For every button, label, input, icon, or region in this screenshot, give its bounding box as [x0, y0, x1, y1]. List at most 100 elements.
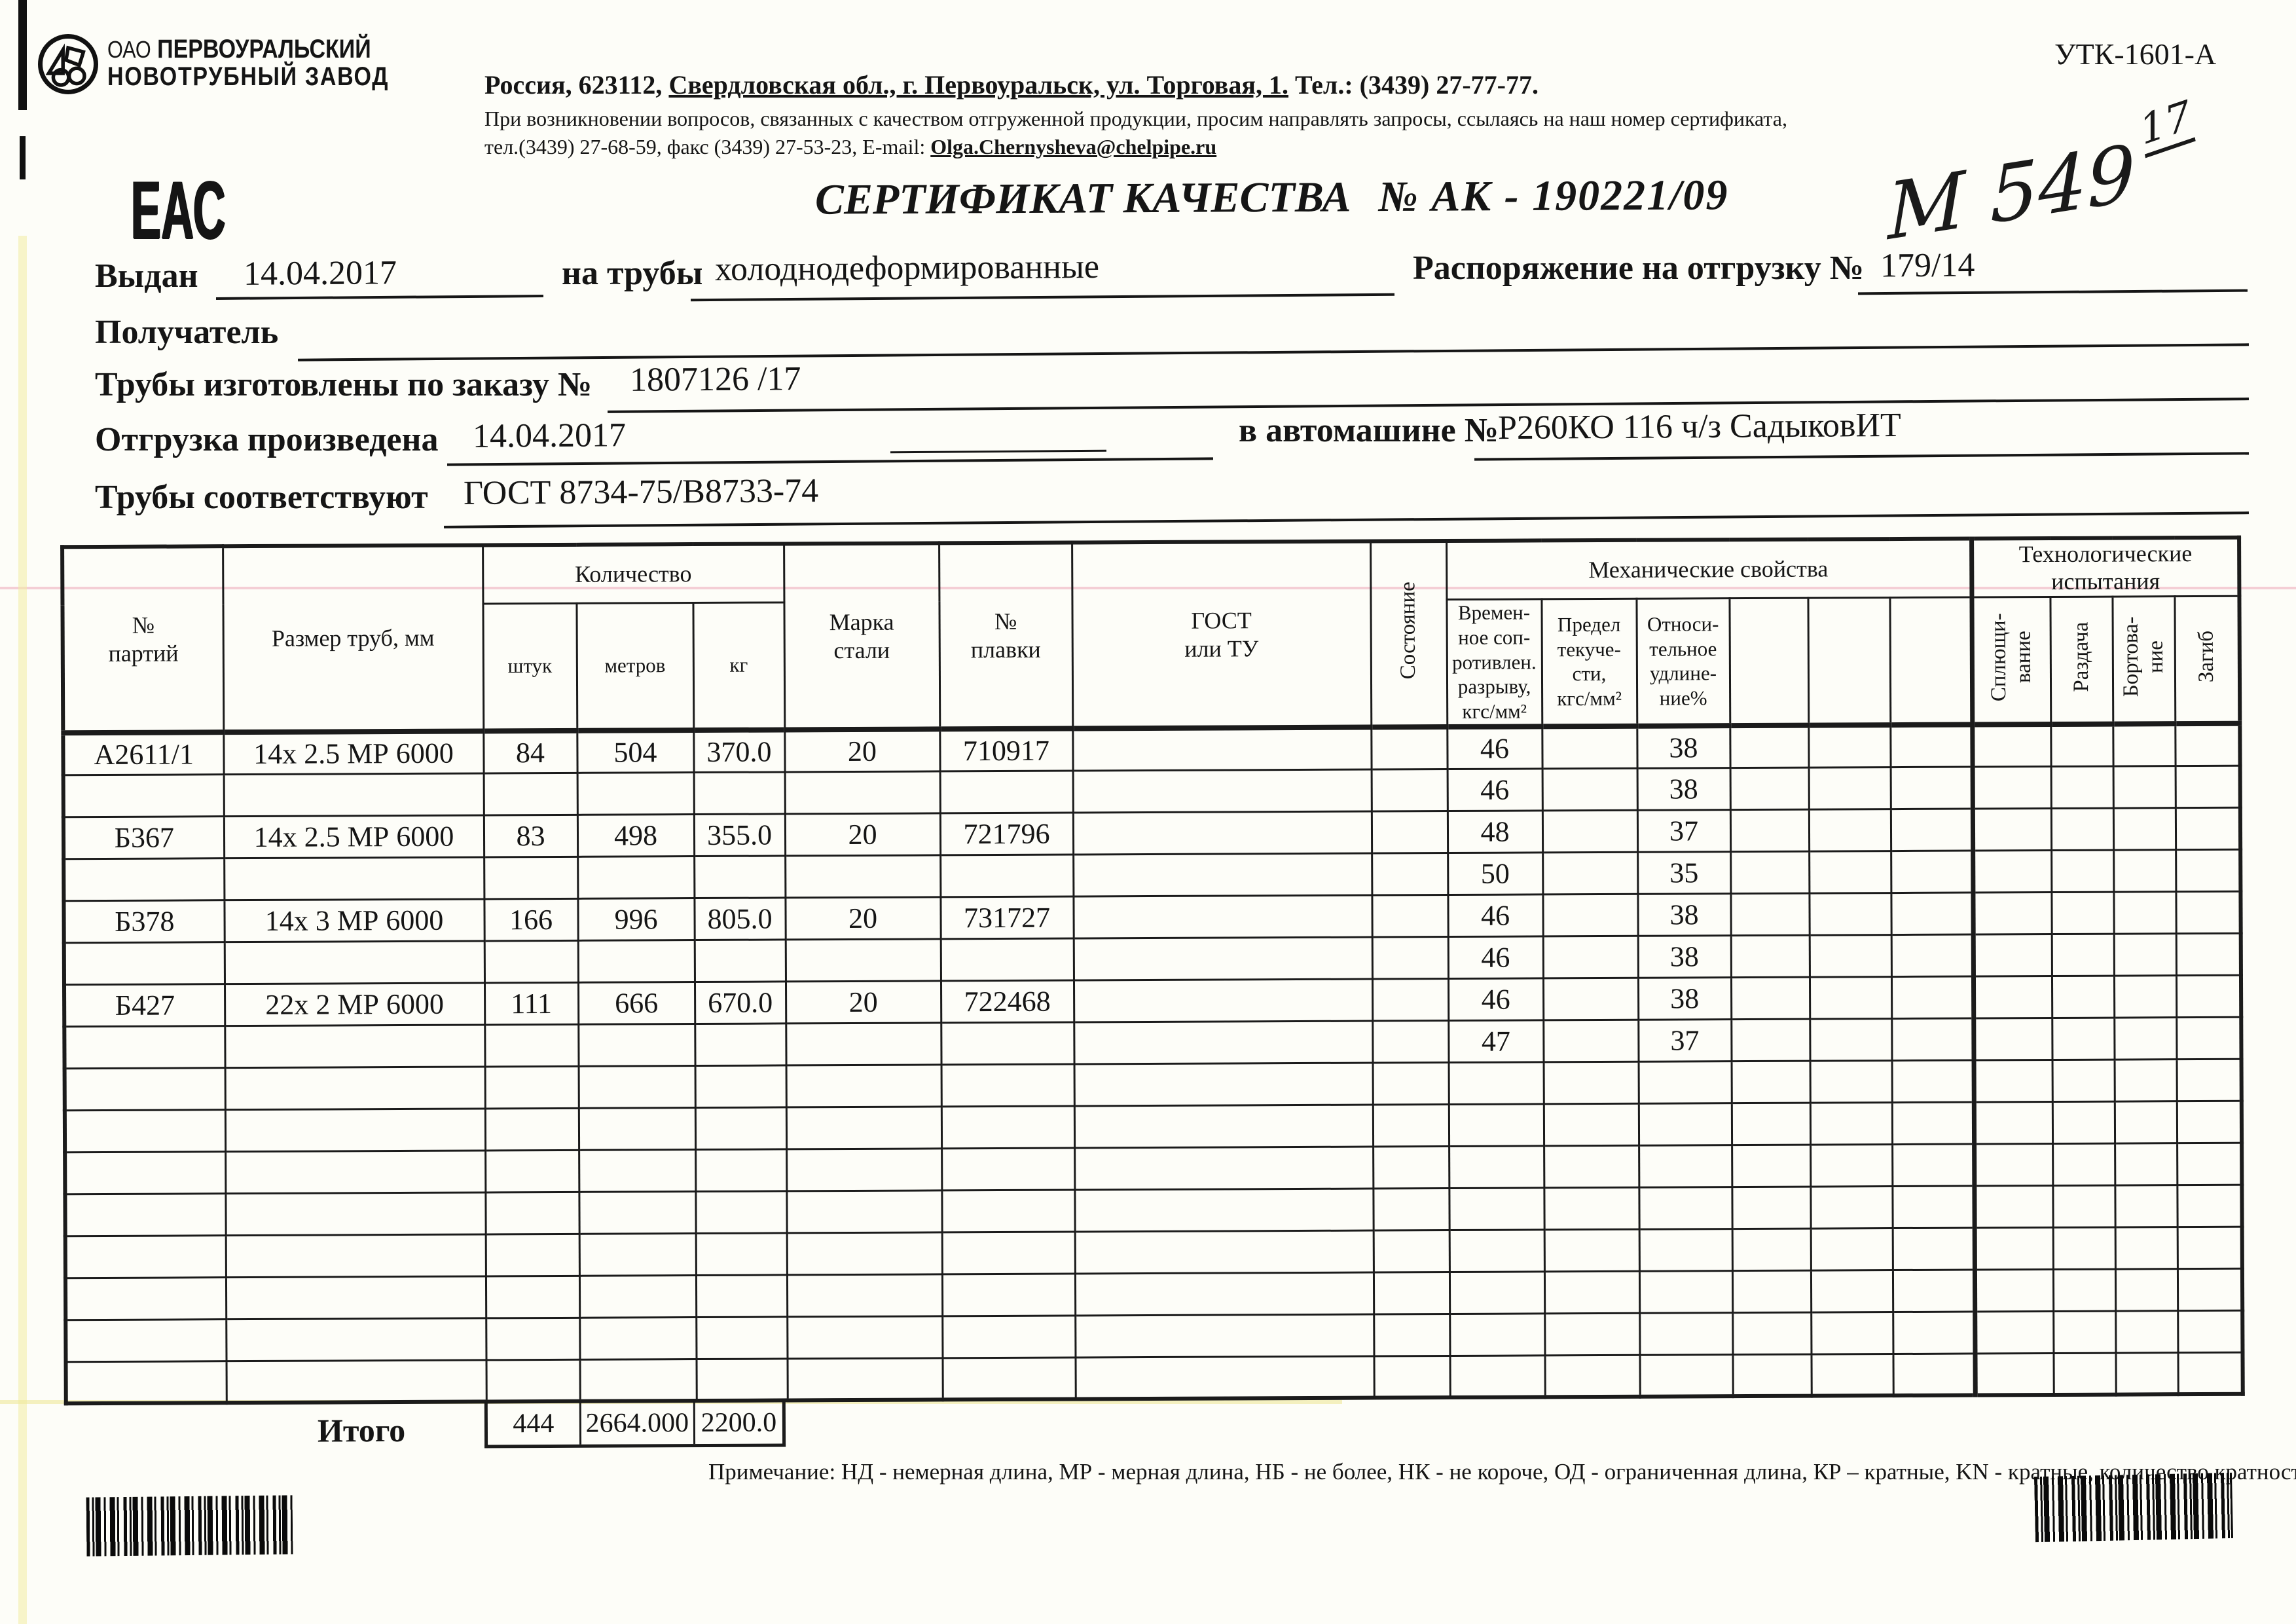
cell-state [1371, 811, 1448, 853]
cell-batch: А2611/1 [63, 732, 224, 775]
cell-size: 22x 2 МР 6000 [224, 982, 485, 1026]
cell-t3 [2113, 933, 2176, 976]
cell-elong: 38 [1637, 935, 1731, 978]
cell-kg [695, 1023, 786, 1066]
cell-e3 [1891, 934, 1974, 977]
cell-size [225, 1066, 485, 1110]
cell-pcs [484, 856, 578, 899]
cell-t2 [2051, 849, 2114, 893]
cell-m: 498 [577, 814, 695, 857]
cell-gost [1073, 853, 1372, 896]
table-body: А2611/1 14x 2.5 МР 6000 84 504 370.0 20 710917… [63, 723, 2243, 1404]
truck-label: в автомашине № [1239, 412, 1499, 449]
cell-steel: 20 [785, 896, 941, 940]
cell-size [224, 940, 484, 984]
cell-t2 [2051, 891, 2114, 934]
cell-batch [65, 1235, 226, 1278]
cell-heat [941, 1105, 1075, 1149]
cell-state [1372, 978, 1449, 1021]
cell-e3 [1891, 850, 1973, 893]
eac-mark: ЕАС [131, 165, 227, 256]
cell-t1 [1973, 892, 2052, 934]
cell-pcs [485, 1149, 579, 1192]
cell-e2 [1809, 976, 1892, 1019]
cell-pcs [485, 1233, 579, 1276]
cell-heat [941, 1147, 1075, 1190]
cell-yield [1542, 851, 1638, 895]
cell-e2 [1811, 1354, 1893, 1396]
cell-gost [1072, 811, 1372, 855]
cell-state [1373, 1230, 1449, 1272]
cell-t4 [2176, 891, 2241, 934]
cell-elong [1639, 1270, 1733, 1313]
cell-elong [1638, 1061, 1732, 1103]
cell-e2 [1810, 1060, 1892, 1103]
cell-batch [64, 942, 225, 985]
cell-t4 [2175, 765, 2240, 808]
cell-yield [1544, 1312, 1640, 1356]
cell-m: 666 [577, 982, 695, 1024]
cell-tensile [1448, 1103, 1544, 1147]
cell-pcs [484, 1024, 579, 1067]
header-tech-group: Технологические испытания [1971, 537, 2240, 597]
cell-e3 [1891, 1101, 1975, 1145]
cell-kg [695, 1149, 787, 1192]
cell-kg [695, 1190, 787, 1234]
cell-t2 [2052, 1143, 2115, 1186]
cell-t1 [1973, 850, 2052, 893]
cell-m [577, 772, 694, 815]
cell-t3 [2115, 1227, 2178, 1269]
cell-e2 [1810, 1018, 1892, 1061]
cell-tensile [1449, 1355, 1545, 1398]
cell-tensile: 50 [1448, 852, 1543, 895]
certificate-table: № партий Размер труб, мм Количество Марк… [60, 535, 2245, 1406]
cell-e3 [1891, 1060, 1974, 1103]
cell-pcs [485, 1275, 580, 1318]
cell-e3 [1890, 766, 1973, 809]
cell-size [225, 1192, 486, 1236]
contact-email: Olga.Chernysheva@chelpipe.ru [930, 135, 1217, 158]
cell-steel [787, 1316, 943, 1359]
cell-yield [1544, 1270, 1640, 1314]
cell-size [225, 1234, 486, 1278]
cell-t3 [2113, 807, 2176, 850]
cell-t1 [1973, 934, 2052, 976]
cell-tensile [1449, 1313, 1545, 1356]
cell-elong [1639, 1145, 1732, 1187]
cell-yield [1542, 977, 1639, 1020]
cell-batch [64, 1067, 225, 1111]
cell-steel [786, 1106, 942, 1149]
cell-e3 [1890, 724, 1973, 767]
cell-t3 [2115, 1185, 2178, 1227]
cell-elong: 37 [1637, 809, 1731, 852]
cell-t1 [1974, 1269, 2054, 1312]
cell-state [1374, 1314, 1450, 1356]
form-code: УТК-1601-А [2054, 37, 2217, 71]
cell-heat: 722468 [941, 980, 1074, 1023]
cell-e2 [1810, 1270, 1893, 1312]
conform-label: Трубы соответствуют [95, 479, 428, 516]
header-yield: Предел текуче- сти, кгс/мм² [1541, 599, 1637, 727]
cell-size [225, 1276, 486, 1320]
cell-steel [785, 855, 941, 898]
cell-tensile: 47 [1448, 1020, 1544, 1063]
scan-artifact-pink-line [0, 587, 2296, 589]
cell-e2 [1810, 1186, 1893, 1228]
cell-e3 [1893, 1311, 1975, 1354]
cell-steel [784, 771, 940, 814]
total-meters: 2664.000 [579, 1401, 694, 1445]
cell-t1 [1972, 808, 2052, 851]
cell-gost [1074, 1104, 1374, 1148]
cell-gost [1072, 769, 1372, 813]
cell-kg [696, 1316, 788, 1359]
cell-t1 [1974, 1143, 2053, 1186]
cell-size [225, 1108, 486, 1152]
cell-t2 [2052, 1059, 2115, 1102]
total-label: Итого [317, 1411, 406, 1449]
cell-heat [941, 1231, 1075, 1274]
cell-steel [786, 1232, 942, 1275]
cell-t4 [2178, 1352, 2243, 1395]
cell-m [579, 1317, 697, 1359]
cell-m [579, 1275, 697, 1318]
